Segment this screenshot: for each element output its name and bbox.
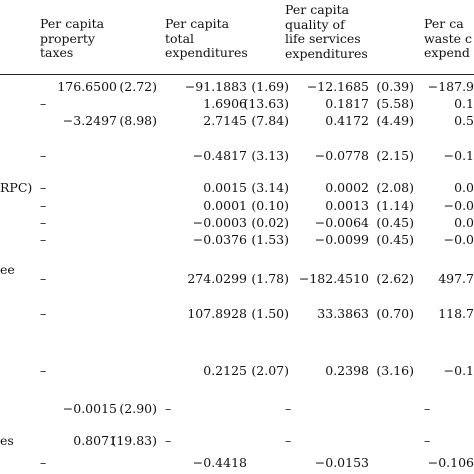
column-header-line: quality of bbox=[285, 16, 345, 32]
cell-dash: – bbox=[40, 232, 47, 247]
cell-std-error: (5.58) bbox=[376, 96, 414, 111]
cell-value: −0.0 bbox=[443, 232, 474, 247]
cell-value: 0.5 bbox=[454, 113, 474, 128]
cell-std-error: (7.84) bbox=[251, 113, 289, 128]
cell-std-error: (2.15) bbox=[376, 148, 414, 163]
cell-value: −0.4817 bbox=[192, 148, 247, 163]
cell-value: −0.0376 bbox=[192, 232, 247, 247]
cell-value: 0.8071 bbox=[73, 433, 117, 448]
cell-value: 497.7 bbox=[438, 271, 474, 286]
cell-value: 2.7145 bbox=[203, 113, 247, 128]
cell-std-error: (3.13) bbox=[251, 148, 289, 163]
cell-value: 0.1 bbox=[454, 96, 474, 111]
cell-value: −12.1685 bbox=[306, 79, 369, 94]
cell-dash: – bbox=[424, 401, 431, 416]
cell-dash: – bbox=[40, 215, 47, 230]
column-header-line: waste c bbox=[424, 30, 472, 46]
header-rule bbox=[0, 74, 474, 75]
cell-std-error: (19.83) bbox=[111, 433, 157, 448]
cell-std-error: (3.16) bbox=[376, 363, 414, 378]
cell-value: 0.0002 bbox=[325, 180, 369, 195]
cell-value: 0.4172 bbox=[325, 113, 369, 128]
cell-value: −0.1 bbox=[443, 148, 474, 163]
cell-value: 0.0 bbox=[454, 180, 474, 195]
column-header-line: Per capita bbox=[40, 16, 105, 31]
cell-dash: – bbox=[165, 433, 172, 448]
cell-value: 0.0013 bbox=[325, 198, 369, 213]
column-header-line: taxes bbox=[40, 45, 74, 60]
column-header-line: Per capita bbox=[165, 16, 230, 31]
cell-value: −0.0064 bbox=[314, 215, 369, 230]
cell-value: −0.0 bbox=[443, 198, 474, 213]
cell-dash: – bbox=[40, 455, 47, 470]
cell-value: 0.0 bbox=[454, 215, 474, 230]
column-header-line: Per capita bbox=[285, 2, 350, 17]
row-label: es bbox=[0, 433, 14, 448]
cell-value: −0.0778 bbox=[314, 148, 369, 163]
cell-dash: – bbox=[40, 180, 47, 195]
cell-value: −3.2497 bbox=[62, 113, 117, 128]
cell-value: −91.1883 bbox=[184, 79, 247, 94]
cell-value: 274.0299 bbox=[187, 271, 247, 286]
cell-value: 33.3863 bbox=[317, 306, 369, 321]
cell-dash: – bbox=[40, 306, 47, 321]
cell-std-error: (2.08) bbox=[376, 180, 414, 195]
cell-std-error: (1.53) bbox=[251, 232, 289, 247]
cell-dash: – bbox=[40, 271, 47, 286]
cell-std-error: (1.78) bbox=[251, 271, 289, 286]
cell-value: −0.0015 bbox=[62, 401, 117, 416]
column-header-line: expenditures bbox=[165, 45, 248, 60]
cell-value: 1.6906 bbox=[203, 96, 247, 111]
cell-dash: – bbox=[40, 198, 47, 213]
cell-value: 0.2398 bbox=[325, 363, 369, 378]
row-label: RPC) bbox=[0, 180, 33, 195]
cell-value: −187.9 bbox=[427, 79, 474, 94]
cell-dash: – bbox=[40, 363, 47, 378]
cell-std-error: (1.14) bbox=[376, 198, 414, 213]
cell-std-error: (1.69) bbox=[251, 79, 289, 94]
cell-value: 176.6500 bbox=[57, 79, 117, 94]
cell-std-error: (4.49) bbox=[376, 113, 414, 128]
cell-dash: – bbox=[40, 148, 47, 163]
cell-value: −0.4418 bbox=[192, 455, 247, 470]
cell-value: 0.0001 bbox=[203, 198, 247, 213]
cell-value: −0.0003 bbox=[192, 215, 247, 230]
row-label: ee bbox=[0, 262, 15, 277]
column-header-line: expend bbox=[424, 45, 470, 60]
cell-value: −0.0099 bbox=[314, 232, 369, 247]
cell-std-error: (8.98) bbox=[119, 113, 157, 128]
column-header-line: expenditures bbox=[285, 45, 368, 61]
cell-std-error: (1.50) bbox=[251, 306, 289, 321]
cell-value: 0.1817 bbox=[325, 96, 369, 111]
cell-std-error: (0.02) bbox=[251, 215, 289, 230]
cell-dash: – bbox=[424, 433, 431, 448]
cell-dash: – bbox=[40, 96, 47, 111]
cell-std-error: (0.45) bbox=[376, 232, 414, 247]
cell-dash: – bbox=[285, 433, 292, 448]
cell-std-error: (2.72) bbox=[119, 79, 157, 94]
cell-std-error: (3.14) bbox=[251, 180, 289, 195]
column-header-line: total bbox=[165, 30, 195, 46]
cell-dash: – bbox=[165, 401, 172, 416]
cell-std-error: (2.07) bbox=[251, 363, 289, 378]
cell-std-error: (0.45) bbox=[376, 215, 414, 230]
cell-value: 118.7 bbox=[438, 306, 474, 321]
column-header-line: Per ca bbox=[424, 16, 464, 31]
cell-value: 107.8928 bbox=[187, 306, 247, 321]
column-header-line: property bbox=[40, 30, 95, 46]
cell-std-error: (2.90) bbox=[119, 401, 157, 416]
cell-std-error: (2.62) bbox=[376, 271, 414, 286]
cell-std-error: (0.70) bbox=[376, 306, 414, 321]
cell-value: 0.2125 bbox=[203, 363, 247, 378]
cell-std-error: (13.63) bbox=[243, 96, 289, 111]
cell-value: 0.0015 bbox=[203, 180, 247, 195]
cell-std-error: (0.10) bbox=[251, 198, 289, 213]
cell-std-error: (0.39) bbox=[376, 79, 414, 94]
cell-value: −182.4510 bbox=[298, 271, 369, 286]
cell-value: −0.106 bbox=[427, 455, 474, 470]
cell-dash: – bbox=[285, 401, 292, 416]
column-header-line: life services bbox=[285, 31, 361, 46]
cell-value: −0.1 bbox=[443, 363, 474, 378]
cell-value: −0.0153 bbox=[314, 455, 369, 470]
